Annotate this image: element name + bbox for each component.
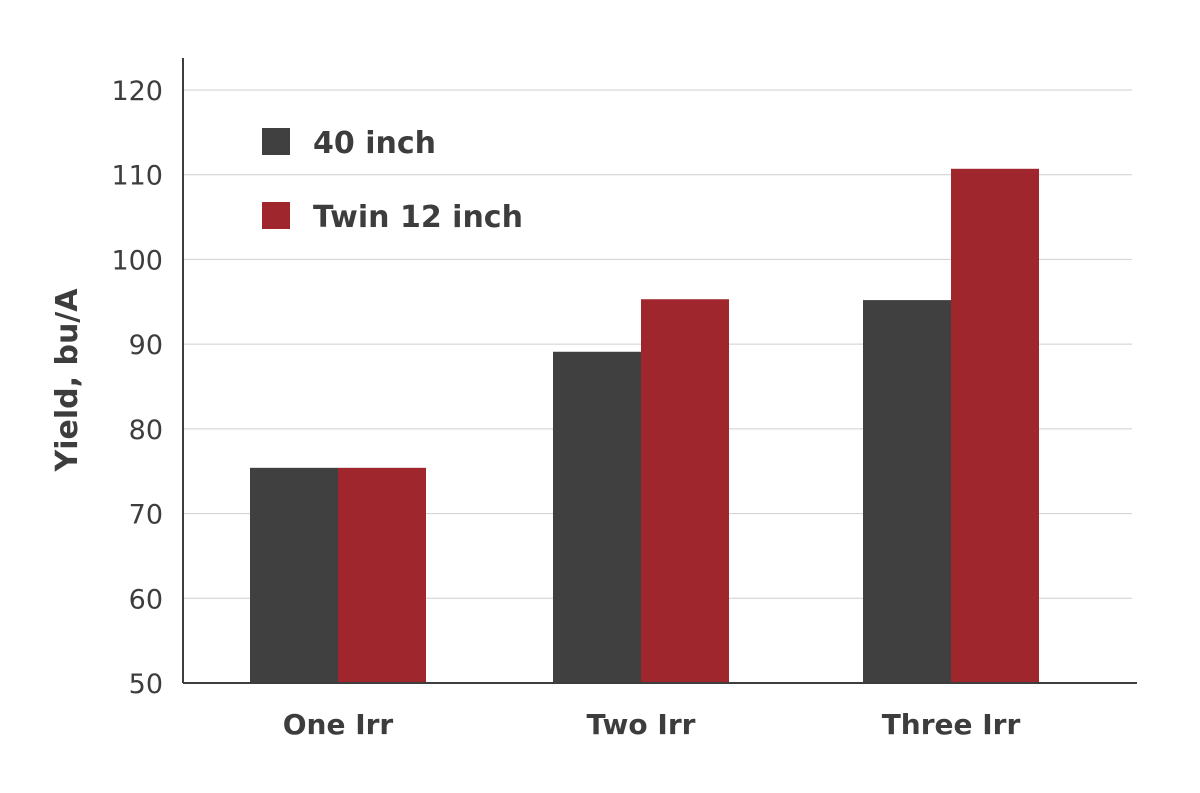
y-tick-label: 90 [129,330,163,361]
legend-label: 40 inch [313,126,436,161]
y-tick-label: 80 [129,415,163,446]
bar-twin-12-inch [641,299,729,683]
bar-twin-12-inch [338,467,426,683]
y-tick-label: 120 [111,76,163,107]
axes [182,58,1137,684]
bars [250,168,1039,683]
x-tick-label: One Irr [283,708,394,741]
bar-40-inch [863,300,951,683]
y-tick-label: 100 [111,245,163,276]
y-tick-label: 110 [111,161,163,192]
y-tick-label: 60 [129,584,163,615]
legend-swatch [262,202,290,229]
legend-swatch [262,128,290,155]
y-axis-label: Yield, bu/A [50,288,85,473]
y-tick-label: 70 [129,500,163,531]
x-tick-label: Two Irr [587,708,696,741]
bar-40-inch [553,351,641,683]
legend: 40 inch Twin 12 inch [262,126,523,235]
bar-40-inch [250,467,338,683]
legend-label: Twin 12 inch [313,200,523,235]
y-tick-labels: 50 60 70 80 90 100 110 120 [111,76,163,700]
x-tick-label: Three Irr [882,708,1021,741]
y-tick-label: 50 [129,669,163,700]
x-tick-labels: One Irr Two Irr Three Irr [283,708,1021,741]
bar-twin-12-inch [951,168,1039,683]
